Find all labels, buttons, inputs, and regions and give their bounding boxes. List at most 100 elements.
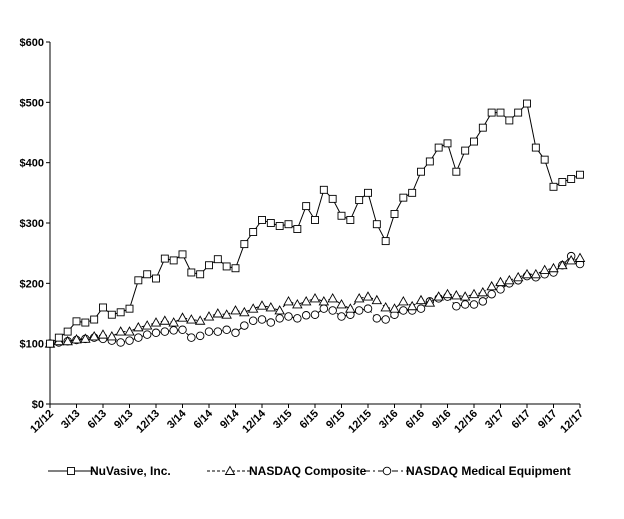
x-tick-label: 6/15: [297, 408, 321, 432]
data-point-circle: [116, 338, 125, 347]
data-point-triangle: [521, 268, 533, 279]
data-point-triangle: [451, 289, 462, 300]
data-point-circle: [310, 310, 320, 319]
data-point-square: [284, 220, 293, 229]
data-point-circle: [266, 318, 276, 327]
data-point-circle: [169, 326, 178, 335]
x-tick-label: 3/15: [271, 408, 295, 432]
data-point-circle: [363, 304, 373, 313]
x-tick-label: 3/17: [483, 408, 507, 432]
data-point-square: [576, 170, 584, 179]
data-point-circle: [142, 330, 152, 339]
data-point-circle: [187, 333, 196, 342]
data-point-triangle: [477, 286, 489, 297]
data-point-triangle: [327, 292, 338, 303]
data-point-triangle: [203, 311, 215, 321]
data-point-square: [372, 220, 381, 229]
x-tick-label: 3/13: [59, 408, 83, 432]
data-point-square: [258, 216, 266, 224]
data-point-square: [408, 188, 417, 197]
x-tick-label: 12/13: [134, 408, 162, 436]
data-point-square: [81, 318, 90, 327]
data-point-triangle: [124, 326, 135, 336]
data-point-triangle: [442, 288, 453, 299]
data-point-square: [67, 467, 75, 475]
data-point-triangle: [380, 302, 391, 312]
x-tick-label: 9/13: [112, 408, 136, 432]
data-point-square: [99, 303, 107, 312]
y-tick-label: $0: [32, 399, 44, 411]
data-point-triangle: [115, 326, 126, 336]
data-point-triangle: [345, 303, 356, 313]
data-point-triangle: [71, 334, 82, 344]
y-tick-label: $500: [20, 97, 44, 109]
data-point-circle: [151, 328, 161, 338]
data-point-circle: [204, 327, 214, 336]
data-point-square: [496, 108, 505, 117]
data-point-square: [364, 188, 372, 197]
data-point-triangle: [459, 291, 471, 301]
data-point-triangle: [371, 294, 383, 305]
data-point-circle: [337, 312, 346, 321]
data-point-circle: [178, 325, 187, 335]
data-point-circle: [125, 336, 134, 345]
data-point-triangle: [177, 312, 188, 322]
data-point-circle: [231, 328, 240, 338]
data-point-triangle: [292, 299, 303, 309]
data-point-circle: [222, 325, 231, 335]
data-point-square: [470, 137, 478, 146]
data-point-circle: [248, 316, 258, 325]
data-point-circle: [257, 315, 267, 324]
data-point-triangle: [62, 335, 73, 346]
data-point-triangle: [239, 306, 250, 317]
data-point-square: [390, 209, 399, 218]
data-point-circle: [328, 306, 337, 315]
data-point-square: [443, 139, 452, 148]
data-point-circle: [496, 285, 505, 294]
data-point-square: [328, 194, 337, 203]
data-point-square: [514, 108, 523, 117]
data-point-triangle: [106, 331, 118, 341]
y-tick-label: $200: [20, 278, 44, 290]
data-point-triangle: [512, 271, 524, 282]
data-point-square: [54, 333, 63, 342]
legend-label: NASDAQ Composite: [249, 464, 367, 478]
data-point-triangle: [283, 296, 294, 306]
data-point-circle: [160, 327, 170, 336]
y-axis: $0 $100 $200 $300 $400 $500 $600: [20, 37, 51, 411]
data-point-square: [381, 237, 390, 246]
data-point-square: [266, 219, 275, 227]
y-tick-label: $300: [20, 218, 44, 230]
data-point-triangle: [150, 317, 162, 327]
data-point-triangle: [353, 292, 365, 303]
data-point-circle: [195, 331, 205, 341]
data-point-square: [107, 310, 116, 319]
data-point-square: [567, 175, 576, 183]
data-point-square: [169, 256, 178, 265]
data-point-triangle: [256, 300, 268, 310]
data-point-triangle: [424, 297, 436, 307]
data-point-square: [399, 193, 408, 202]
series-layer: [44, 99, 586, 348]
data-point-triangle: [247, 303, 259, 313]
data-point-triangle: [133, 321, 144, 332]
data-point-triangle: [574, 252, 586, 262]
data-point-square: [249, 228, 258, 237]
data-point-triangle: [548, 262, 559, 273]
legend-item: NASDAQ Composite: [207, 464, 367, 478]
data-point-triangle: [309, 292, 321, 303]
data-point-square: [275, 222, 284, 230]
data-point-triangle: [530, 268, 542, 279]
series-square: [46, 99, 584, 348]
data-point-triangle: [80, 333, 91, 343]
data-point-triangle: [557, 259, 568, 270]
data-point-square: [134, 276, 143, 285]
legend-item: NuVasive, Inc.: [48, 464, 171, 478]
data-point-triangle: [212, 308, 224, 318]
data-point-square: [205, 261, 213, 270]
x-tick-label: 3/14: [165, 407, 189, 431]
data-point-circle: [452, 302, 461, 311]
data-point-square: [46, 339, 54, 348]
